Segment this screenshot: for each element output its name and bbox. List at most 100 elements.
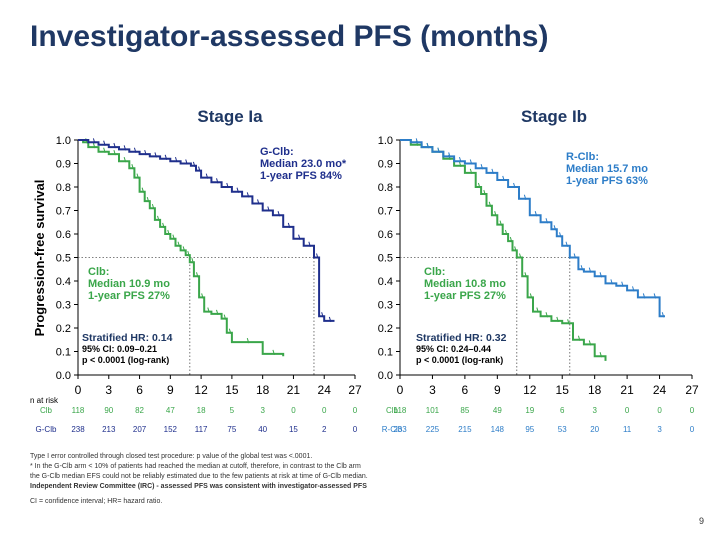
stage-ia-curve-g-clb xyxy=(78,139,335,322)
stage-ib-at-risk-value: 101 xyxy=(426,406,440,415)
stage-ib-x-tick-label: 12 xyxy=(523,383,537,397)
stage-ib-censor-mark xyxy=(632,286,635,292)
stage-ib-at-risk-value: 0 xyxy=(625,406,630,415)
stage-ia-label-clb: 1-year PFS 27% xyxy=(88,290,170,302)
stage-ia-censor-mark xyxy=(257,199,260,205)
footnote-irc: Independent Review Committee (IRC) - ass… xyxy=(30,483,367,490)
stage-ia-at-risk-value: 40 xyxy=(258,425,267,434)
stage-ia-censor-mark xyxy=(146,196,150,203)
stage-ia-x-tick-label: 15 xyxy=(225,383,239,397)
stage-ib-stat-line: Stratified HR: 0.32 xyxy=(416,332,507,344)
stage-ia-censor-mark xyxy=(162,222,165,229)
stage-ib-censor-mark xyxy=(573,253,577,259)
stage-ib-at-risk-value: 118 xyxy=(394,406,407,415)
stage-ib-censor-mark xyxy=(513,182,516,189)
slide-title: Investigator-assessed PFS (months) xyxy=(30,20,549,53)
stage-ia-stat-line: p < 0.0001 (log-rank) xyxy=(82,355,169,365)
stage-ia-x-tick-label: 18 xyxy=(256,383,270,397)
stage-ia-x-tick-label: 9 xyxy=(167,383,174,397)
stage-ia-censor-mark xyxy=(328,316,332,323)
stage-ia-y-tick-label: 0.6 xyxy=(56,229,71,241)
stage-ib-at-risk-value: 0 xyxy=(657,406,662,415)
stage-ia-censor-mark xyxy=(185,159,188,165)
stage-ia-censor-mark xyxy=(205,173,209,179)
stage-ib-censor-mark xyxy=(661,312,665,318)
stage-ia-censor-mark xyxy=(223,314,227,320)
stage-ib-censor-mark xyxy=(621,281,624,287)
stage-ib-at-risk-name: R-Clb xyxy=(382,425,403,434)
stage-ia-at-risk-value: 207 xyxy=(133,425,147,434)
stage-ib-y-tick-label: 0.5 xyxy=(378,253,393,265)
stage-ib-censor-mark xyxy=(553,225,557,231)
stage-ib-censor-mark xyxy=(588,340,592,346)
footnote-median-note-1: * In the G-Clb arm < 10% of patients had… xyxy=(30,463,361,470)
stage-ib-at-risk-value: 233 xyxy=(393,425,407,434)
footnote-abbreviations: CI = confidence interval; HR= hazard rat… xyxy=(30,498,163,505)
stage-ib-censor-mark xyxy=(653,293,657,299)
stage-ia-stat-line: 95% CI: 0.09–0.21 xyxy=(82,344,157,354)
stage-ib-label-clb: Clb: xyxy=(424,266,445,278)
stage-ib-curve-clb xyxy=(400,139,607,361)
stage-ib-censor-mark xyxy=(577,335,581,341)
stage-ib-at-risk-value: 0 xyxy=(690,425,695,434)
stage-ib-censor-mark xyxy=(499,220,503,226)
stage-ia-censor-mark xyxy=(141,187,145,193)
stage-ib-censor-mark xyxy=(567,319,570,325)
stage-ia-censor-mark xyxy=(226,182,229,189)
stage-ib-censor-mark xyxy=(426,142,430,149)
stage-ia-censor-mark xyxy=(154,152,157,158)
stage-ib-y-tick-label: 0.4 xyxy=(378,276,393,288)
page-number: 9 xyxy=(698,516,704,526)
stage-ia-x-tick-label: 21 xyxy=(287,383,301,397)
stage-ib-x-tick-label: 24 xyxy=(653,383,667,397)
stage-ia-censor-mark xyxy=(198,166,201,172)
stage-ia-censor-mark xyxy=(187,251,190,257)
stage-ib-y-tick-label: 0.7 xyxy=(378,206,393,218)
stage-ib-censor-mark xyxy=(469,168,473,175)
stage-ib-censor-mark xyxy=(610,279,613,285)
stage-ia-x-tick-label: 12 xyxy=(194,383,208,397)
stage-ib-label-r-clb: R-Clb: xyxy=(566,151,599,163)
stage-ia-at-risk-value: 18 xyxy=(197,406,206,415)
stage-ib-label-r-clb: 1-year PFS 63% xyxy=(566,175,648,187)
stage-ia-censor-mark xyxy=(216,178,219,184)
stage-ia-at-risk-value: 5 xyxy=(230,406,235,415)
stage-ib-censor-mark xyxy=(477,182,481,189)
stage-ib-at-risk-value: 11 xyxy=(623,425,632,434)
stage-ib-label-clb: 1-year PFS 27% xyxy=(424,290,506,302)
stage-ia-label-g-clb: 1-year PFS 84% xyxy=(260,170,342,182)
stage-ia-x-tick-label: 27 xyxy=(348,383,362,397)
stage-ia-x-tick-label: 24 xyxy=(318,383,332,397)
stage-ib-y-tick-label: 0.1 xyxy=(378,347,393,359)
stage-ia-label-g-clb: Median 23.0 mo* xyxy=(260,158,347,170)
stage-ia-censor-mark xyxy=(191,258,194,264)
stage-ib-censor-mark xyxy=(459,161,462,167)
stage-ia-censor-mark xyxy=(277,211,281,217)
stage-ib-x-tick-label: 15 xyxy=(556,383,570,397)
stage-ib-label-r-clb: Median 15.7 mo xyxy=(566,163,648,175)
stage-ia-censor-mark xyxy=(246,337,250,344)
stage-ia-censor-mark xyxy=(196,272,199,278)
stage-ia-censor-mark xyxy=(267,206,270,212)
stage-ia-at-risk-value: 0 xyxy=(322,406,327,415)
stage-ia-censor-mark xyxy=(131,164,134,170)
stage-ia-label-g-clb: G-Clb: xyxy=(260,146,294,158)
stage-ib-at-risk-value: 20 xyxy=(590,425,599,434)
stage-ia-at-risk-value: 0 xyxy=(353,425,358,434)
stage-ia-censor-mark xyxy=(287,222,291,229)
stage-ia-censor-mark xyxy=(164,154,168,160)
stage-ia-at-risk-value: 15 xyxy=(289,425,298,434)
stage-ia-censor-mark xyxy=(172,234,175,240)
stage-ia-at-risk-header: n at risk xyxy=(30,396,59,405)
stage-ib-at-risk-name: Clb xyxy=(386,406,399,415)
stage-ib-censor-mark xyxy=(519,253,522,259)
stage-ia-censor-mark xyxy=(201,293,204,299)
stage-ia-censor-mark xyxy=(182,246,186,252)
stage-ib-censor-mark xyxy=(502,175,505,182)
stage-ia-y-tick-label: 0.9 xyxy=(56,159,71,171)
stage-ib-censor-mark xyxy=(480,164,484,170)
stage-ia-censor-mark xyxy=(123,145,127,151)
stage-ib-at-risk-value: 0 xyxy=(690,406,695,415)
stage-ib-at-risk-value: 3 xyxy=(657,425,662,434)
stage-ib-censor-mark xyxy=(599,352,603,358)
